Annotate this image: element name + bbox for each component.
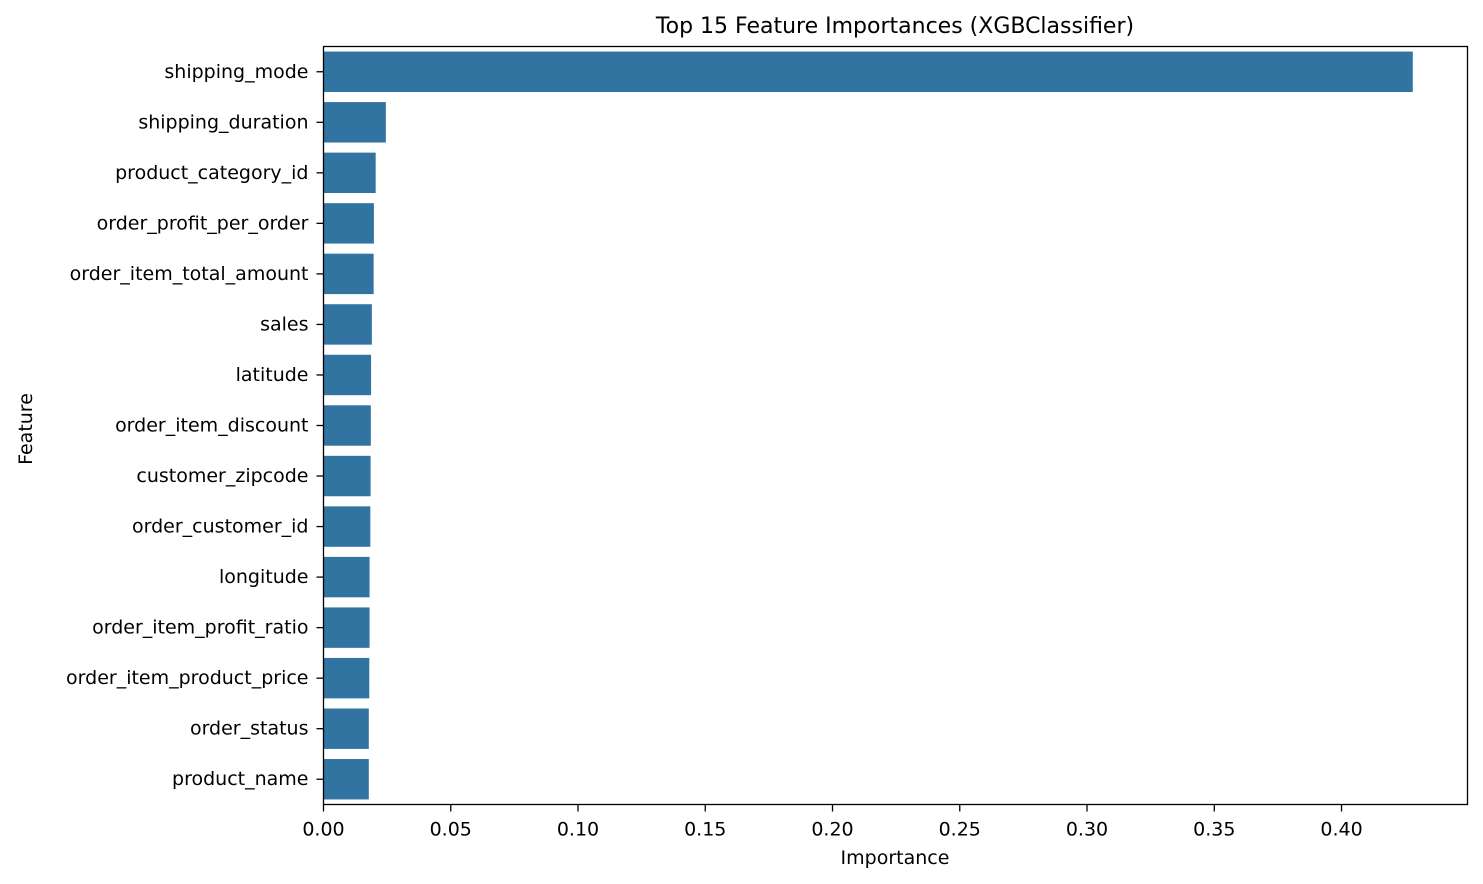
bar-shipping-mode bbox=[323, 51, 1413, 92]
bar-order-status bbox=[323, 708, 369, 749]
y-tick-label: shipping_duration bbox=[138, 111, 308, 133]
x-tick-label: 0.15 bbox=[684, 819, 726, 841]
y-tick-label: order_item_discount bbox=[115, 415, 308, 437]
bar-order-item-total-amount bbox=[323, 253, 374, 295]
bar-order-customer-id bbox=[323, 506, 371, 547]
x-axis-label: Importance bbox=[841, 847, 950, 869]
bars-group bbox=[323, 51, 1413, 800]
x-tick-label: 0.10 bbox=[557, 819, 599, 841]
x-tick-label: 0.20 bbox=[811, 819, 853, 841]
bar-longitude bbox=[323, 556, 370, 598]
y-tick-label: order_item_total_amount bbox=[70, 263, 309, 285]
chart-title: Top 15 Feature Importances (XGBClassifie… bbox=[655, 14, 1134, 39]
bar-product-category-id bbox=[323, 152, 376, 194]
bar-order-item-discount bbox=[323, 405, 371, 446]
y-ticks-group: shipping_mode shipping_duration product_ca… bbox=[66, 61, 324, 790]
bar-order-profit-per-order bbox=[323, 203, 374, 244]
y-tick-label: shipping_mode bbox=[164, 61, 308, 83]
y-tick-label: order_status bbox=[190, 718, 309, 740]
bar-latitude bbox=[323, 354, 372, 396]
y-axis-label: Feature bbox=[15, 393, 37, 465]
y-tick-label: order_item_product_price bbox=[66, 667, 308, 689]
y-tick-label: latitude bbox=[236, 364, 309, 386]
y-tick-label: product_name bbox=[172, 768, 308, 790]
x-tick-label: 0.05 bbox=[430, 819, 472, 841]
y-tick-label: order_item_profit_ratio bbox=[92, 617, 308, 639]
x-tick-label: 0.25 bbox=[939, 819, 981, 841]
y-tick-label: sales bbox=[260, 313, 308, 335]
y-tick-label: product_category_id bbox=[115, 162, 308, 184]
bar-order-item-profit-ratio bbox=[323, 607, 370, 648]
plot-frame bbox=[322, 45, 1469, 806]
bar-sales bbox=[323, 304, 372, 345]
y-tick-label: longitude bbox=[219, 566, 309, 588]
x-ticks-group: 0.00 0.05 0.10 0.15 0.20 0.25 0.30 0.35 0.40 bbox=[302, 804, 1363, 841]
bar-product-name bbox=[323, 759, 369, 800]
y-tick-label: order_customer_id bbox=[132, 516, 308, 538]
x-tick-label: 0.30 bbox=[1066, 819, 1108, 841]
bar-shipping-duration bbox=[323, 102, 386, 143]
x-tick-label: 0.35 bbox=[1193, 819, 1235, 841]
bar-customer-zipcode bbox=[323, 455, 371, 497]
x-tick-label: 0.40 bbox=[1320, 819, 1362, 841]
x-tick-label: 0.00 bbox=[302, 819, 344, 841]
y-tick-label: customer_zipcode bbox=[136, 465, 308, 487]
bar-order-item-product-price bbox=[323, 657, 370, 699]
y-tick-label: order_profit_per_order bbox=[97, 212, 309, 234]
